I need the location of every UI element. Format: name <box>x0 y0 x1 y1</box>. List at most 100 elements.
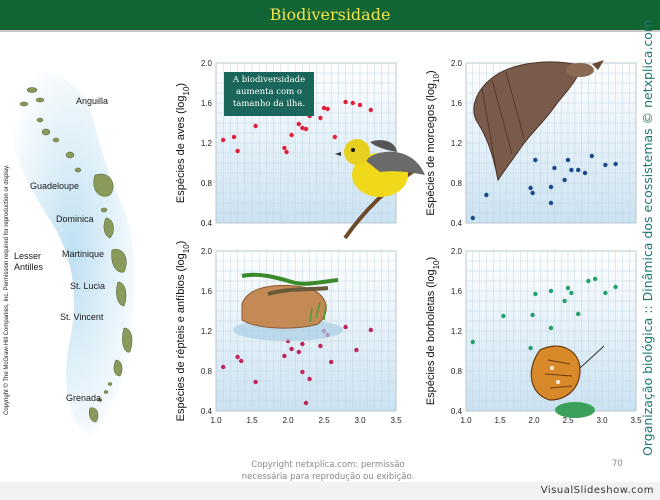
chart-reptiles: 0.4 0.8 1.2 1.6 2.0 1.0 1.5 2.0 2.5 3.0 3.5 Espécie… <box>175 241 402 425</box>
map-illustration <box>10 71 135 435</box>
y-tick-label: 0.8 <box>201 179 213 188</box>
x-tick-label: 1.0 <box>210 416 222 425</box>
data-point <box>548 184 554 190</box>
data-point <box>321 105 327 111</box>
data-point <box>562 298 567 304</box>
y-tick-label: 1.6 <box>201 99 213 108</box>
y-tick-label: 0.4 <box>201 407 213 416</box>
map-label-martinique: Martinique <box>62 249 105 259</box>
data-point <box>548 200 554 206</box>
data-point <box>318 343 323 349</box>
data-point <box>530 312 535 318</box>
data-point <box>368 327 373 333</box>
x-tick-label: 2.5 <box>562 416 574 425</box>
map-label-st-lucia: St. Lucia <box>70 281 106 291</box>
warbler-bird-illustration <box>335 139 425 240</box>
y-tick-label: 0.4 <box>451 407 463 416</box>
data-point <box>368 107 373 113</box>
caribbean-map: Anguilla Guadeloupe Dominica Lesser Anti… <box>0 60 160 440</box>
data-point <box>576 311 581 317</box>
x-tick-label: 3.0 <box>596 416 608 425</box>
x-tick-label: 1.0 <box>460 416 472 425</box>
data-point <box>484 192 489 198</box>
y-axis-label: Espécies de morcegos (log10) <box>425 70 441 215</box>
y-tick-label: 1.6 <box>451 99 463 108</box>
data-point <box>253 379 258 385</box>
data-point <box>582 170 588 176</box>
y-axis-label: Espécies de répteis e anfíbios (log10) <box>175 241 191 422</box>
island-size-callout: A biodiversidade aumenta com o tamanho d… <box>224 72 314 116</box>
data-point <box>303 126 309 132</box>
x-tick-label: 1.5 <box>494 416 506 425</box>
data-point <box>589 153 594 159</box>
data-point <box>221 364 226 370</box>
data-point <box>343 99 348 105</box>
side-credit-text: Organização biológica :: Dinâmica dos ec… <box>640 19 655 456</box>
y-tick-label: 1.2 <box>201 327 213 336</box>
footer-copyright: Copyright netxplica.com: permissão neces… <box>228 459 428 483</box>
data-point <box>548 288 554 294</box>
data-point <box>548 325 554 331</box>
data-point <box>603 162 608 168</box>
y-tick-label: 1.2 <box>451 139 463 148</box>
data-point <box>300 341 305 347</box>
y-tick-label: 2.0 <box>451 247 463 256</box>
data-point <box>470 339 475 345</box>
y-tick-label: 2.0 <box>451 59 463 68</box>
data-point <box>282 353 287 359</box>
map-label-guadeloupe: Guadeloupe <box>30 181 80 191</box>
x-tick-label: 2.5 <box>318 416 330 425</box>
y-axis-label: Espécies de aves (log10) <box>175 83 191 203</box>
data-point <box>289 346 294 352</box>
data-point <box>613 161 618 167</box>
data-point <box>470 215 475 221</box>
x-tick-label: 2.0 <box>528 416 540 425</box>
y-tick-label: 2.0 <box>201 247 213 256</box>
data-point <box>533 291 538 297</box>
x-tick-label: 3.0 <box>354 416 366 425</box>
data-point <box>296 121 301 127</box>
data-point <box>569 290 574 296</box>
x-tick-label: 3.5 <box>630 416 642 425</box>
map-label-anguilla: Anguilla <box>76 96 109 106</box>
data-point <box>282 145 287 151</box>
map-label-antilles: Antilles <box>14 262 44 272</box>
data-point <box>569 167 574 173</box>
data-point <box>253 123 258 129</box>
data-point <box>586 278 591 284</box>
data-point <box>284 149 289 155</box>
data-point <box>303 400 309 406</box>
data-point <box>533 157 538 163</box>
title-divider <box>0 30 660 32</box>
data-point <box>565 157 571 163</box>
watermark-bar <box>0 482 660 500</box>
slide-title-bar: Biodiversidade <box>0 0 660 30</box>
y-tick-label: 0.8 <box>451 179 463 188</box>
x-tick-label: 3.5 <box>390 416 402 425</box>
data-point <box>300 125 305 131</box>
y-tick-label: 1.2 <box>201 139 213 148</box>
map-label-lesser: Lesser <box>14 251 42 261</box>
data-point <box>354 347 359 353</box>
side-credit: Organização biológica :: Dinâmica dos ec… <box>640 20 660 456</box>
data-point <box>552 165 557 171</box>
data-point <box>332 134 337 140</box>
map-label-dominica: Dominica <box>56 214 94 224</box>
bat-illustration <box>473 60 604 182</box>
data-point <box>501 313 506 319</box>
y-tick-label: 0.4 <box>451 219 463 228</box>
data-point <box>300 369 305 375</box>
lizard-rock-illustration <box>233 272 343 341</box>
callout-line-3: tamanho da ilha. <box>232 99 306 109</box>
data-point <box>239 358 244 364</box>
data-point <box>289 132 294 138</box>
footer-line-2: necessária para reprodução ou exibição. <box>241 472 415 482</box>
watermark: VisualSlideshow.com <box>540 485 654 496</box>
map-label-grenada: Grenada <box>66 393 102 403</box>
callout-line-1: A biodiversidade <box>232 75 306 85</box>
callout-line-2: aumenta com o <box>235 87 303 97</box>
data-point <box>325 106 330 112</box>
y-tick-label: 0.8 <box>451 367 463 376</box>
y-tick-label: 1.6 <box>201 287 213 296</box>
y-tick-label: 2.0 <box>201 59 213 68</box>
